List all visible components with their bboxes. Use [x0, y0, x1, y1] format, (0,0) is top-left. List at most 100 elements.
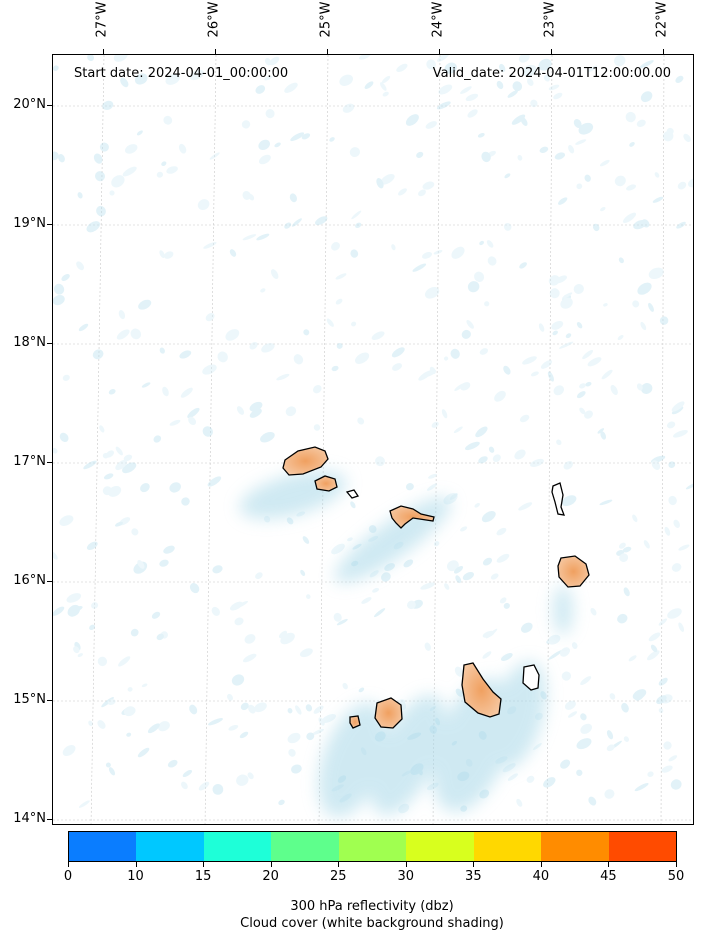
cloud-speckle: [89, 624, 96, 631]
cloud-speckle: [256, 233, 270, 241]
lat-tick: [47, 700, 52, 701]
cloud-speckle: [559, 341, 574, 349]
cloud-speckle: [622, 546, 632, 553]
cloud-speckle: [474, 502, 480, 508]
cloud-speckle: [147, 723, 160, 734]
cloud-speckle: [560, 297, 573, 309]
cloud-speckle: [455, 688, 464, 697]
cloud-speckle: [162, 386, 169, 397]
cloud-speckle: [671, 563, 682, 572]
cloud-speckle: [551, 320, 564, 330]
cloud-speckle: [242, 653, 257, 663]
colorbar-tick-label: 35: [465, 869, 482, 884]
lon-tick: [439, 49, 440, 54]
cloud-speckle: [431, 421, 439, 428]
lon-tick: [551, 49, 552, 54]
island-santo-antao: [282, 446, 329, 476]
cloud-speckle: [599, 499, 613, 506]
colorbar-segment: [203, 832, 272, 861]
lat-tick: [47, 462, 52, 463]
cloud-speckle: [453, 565, 464, 574]
cloud-speckle: [648, 302, 654, 312]
cloud-speckle: [617, 613, 628, 624]
cloud-speckle: [381, 75, 391, 84]
colorbar-segment: [136, 832, 204, 861]
cloud-speckle: [461, 329, 471, 339]
cloud-speckle: [444, 62, 457, 74]
cloud-speckle: [368, 525, 377, 533]
cloud-speckle: [437, 55, 450, 62]
cloud-speckle: [527, 78, 534, 86]
cloud-speckle: [77, 653, 83, 658]
cloud-speckle: [685, 482, 693, 490]
cloud-speckle: [335, 273, 347, 280]
cloud-speckle: [647, 771, 654, 777]
cloud-speckle: [547, 371, 554, 382]
cloud-speckle: [405, 483, 414, 491]
cloud-speckle: [467, 109, 478, 118]
cloud-speckle: [540, 360, 553, 369]
cloud-speckle: [108, 389, 116, 395]
colorbar-tick-label: 50: [667, 869, 685, 884]
lat-tick: [47, 343, 52, 344]
lat-tick: [47, 581, 52, 582]
cloud-speckle: [407, 600, 416, 610]
cloud-speckle: [123, 454, 133, 462]
colorbar-tick-label: 45: [600, 869, 617, 884]
cloud-speckle: [163, 545, 175, 554]
cloud-speckle: [584, 410, 593, 419]
cloud-speckle: [264, 57, 272, 66]
colorbar-tick: [270, 862, 272, 867]
cloud-speckle: [86, 221, 101, 233]
cloud-speckle: [329, 137, 335, 142]
cloud-speckle: [667, 608, 682, 619]
cloud-speckle: [53, 447, 58, 454]
colorbar-tick-label: 30: [397, 869, 415, 884]
cloud-speckle: [422, 181, 435, 190]
lon-tick: [103, 49, 104, 54]
cloud-speckle: [178, 143, 187, 154]
cloud-speckle: [616, 549, 625, 556]
cloud-speckle: [623, 587, 630, 597]
cloud-speckle: [66, 593, 82, 603]
cloud-speckle: [503, 222, 512, 231]
cloud-speckle: [127, 687, 133, 692]
cloud-speckle: [305, 704, 313, 712]
cloud-speckle: [62, 374, 70, 381]
cloud-speckle: [254, 702, 267, 713]
cloud-speckle: [562, 294, 572, 303]
cloud-speckle: [628, 655, 637, 662]
cloud-speckle: [249, 408, 262, 418]
cloud-speckle: [648, 632, 661, 642]
cloud-speckle: [451, 246, 465, 259]
cloud-speckle: [96, 205, 106, 217]
cloud-speckle: [462, 571, 474, 581]
cloud-speckle: [433, 249, 443, 255]
cloud-speckle: [248, 704, 256, 714]
cloud-speckle: [300, 569, 306, 576]
cloud-speckle: [349, 147, 361, 158]
cloud-speckle: [482, 651, 492, 659]
cloud-speckle: [53, 295, 65, 306]
cloud-speckle: [614, 175, 626, 187]
cloud-speckle: [639, 60, 654, 69]
cloud-speckle: [486, 240, 494, 248]
cloud-speckle: [424, 286, 440, 299]
colorbar-tick-label: 20: [262, 869, 279, 884]
cloud-speckle: [398, 188, 407, 196]
cloud-speckle: [499, 63, 506, 73]
cloud-speckle: [671, 406, 684, 415]
cloud-speckle: [138, 299, 152, 310]
cloud-speckle: [375, 456, 385, 467]
cloud-speckle: [464, 441, 480, 451]
cloud-speckle: [151, 611, 161, 619]
cloud-speckle: [552, 330, 558, 336]
cloud-speckle: [629, 141, 635, 147]
cloud-speckle: [543, 777, 556, 788]
lat-label-15n: 15°N: [13, 692, 46, 707]
cloud-speckle: [131, 528, 139, 536]
cloud-speckle: [291, 764, 302, 774]
cloud-speckle: [558, 197, 568, 205]
cloud-speckle: [553, 385, 565, 396]
cloud-speckle: [625, 111, 636, 123]
